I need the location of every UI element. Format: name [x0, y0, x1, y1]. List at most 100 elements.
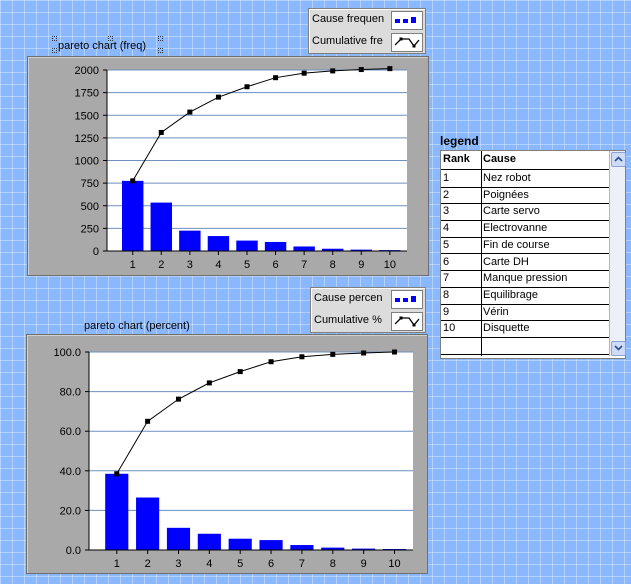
- header-rank: Rank: [443, 153, 470, 165]
- table-row[interactable]: 8 Equilibrage: [441, 287, 609, 305]
- y-tick-label: 1250: [75, 133, 99, 145]
- cause-cell: Manque pression: [483, 272, 568, 285]
- x-tick-label: 8: [330, 558, 336, 570]
- bar: [322, 248, 344, 251]
- x-tick-label: 1: [114, 558, 120, 570]
- legend-label: Cause frequen: [312, 13, 385, 25]
- cumulative-point: [268, 359, 274, 365]
- y-tick-label: 1500: [75, 110, 99, 122]
- table-row[interactable]: 4 Electrovanne: [441, 220, 609, 238]
- bar-icon: [391, 290, 423, 309]
- rank-cell: 3: [443, 205, 450, 218]
- cumulative-point: [244, 84, 250, 90]
- table-row[interactable]: 9 Vérin: [441, 304, 609, 322]
- scroll-down-button[interactable]: [611, 341, 626, 356]
- cumulative-point: [175, 396, 181, 402]
- x-tick-label: 7: [301, 259, 307, 271]
- rank-cell: 4: [443, 222, 450, 235]
- bottom-chart-legend: Cause percen Cumulative %: [310, 287, 426, 333]
- legend-row-cumulative-percent: Cumulative %: [311, 310, 425, 332]
- x-tick-label: 6: [273, 259, 279, 271]
- y-tick-label: 20.0: [60, 505, 81, 517]
- bar: [259, 540, 283, 550]
- legend-label: Cumulative fre: [312, 35, 383, 47]
- line-icon: [391, 312, 423, 331]
- cumulative-point: [114, 471, 120, 477]
- table-row[interactable]: 3 Carte servo: [441, 203, 609, 222]
- cumulative-point: [358, 67, 364, 73]
- bar: [290, 545, 314, 550]
- cause-cell: Fin de course: [483, 238, 550, 251]
- cause-cell: Carte servo: [483, 205, 540, 218]
- selection-handle[interactable]: [52, 36, 57, 41]
- scroll-up-button[interactable]: [611, 152, 626, 167]
- bar: [236, 240, 258, 251]
- cause-cell: Disquette: [483, 322, 530, 335]
- bar: [264, 241, 287, 251]
- x-tick-label: 4: [206, 558, 212, 570]
- x-tick-label: 9: [358, 259, 364, 271]
- bar: [122, 180, 144, 251]
- line-icon: [391, 33, 423, 52]
- cumulative-line: [116, 351, 395, 475]
- cumulative-point: [215, 94, 221, 100]
- table-row[interactable]: 6 Carte DH: [441, 254, 609, 272]
- bar: [179, 230, 201, 251]
- selection-handle[interactable]: [158, 48, 163, 53]
- y-tick-label: 500: [81, 201, 99, 213]
- table-row[interactable]: 7 Manque pression: [441, 270, 609, 288]
- x-tick-label: 3: [175, 558, 181, 570]
- vertical-scrollbar[interactable]: [609, 151, 626, 356]
- table-row[interactable]: 5 Fin de course: [441, 237, 609, 255]
- x-tick-label: 8: [330, 259, 336, 271]
- selection-handle[interactable]: [158, 36, 163, 41]
- rank-cell: 2: [443, 188, 450, 201]
- bar: [150, 202, 172, 251]
- rank-cell: 9: [443, 305, 450, 318]
- y-tick-label: 40.0: [60, 466, 81, 478]
- x-tick-label: 10: [388, 558, 400, 570]
- bar: [197, 533, 221, 550]
- cause-cell: Poignées: [483, 188, 529, 201]
- bar: [321, 547, 345, 550]
- x-tick-label: 6: [268, 558, 274, 570]
- table-row[interactable]: 1 Nez robot: [441, 170, 609, 188]
- cumulative-point: [330, 351, 336, 357]
- legend-row-cumulative-frequency: Cumulative fre: [309, 31, 425, 53]
- legend-label: Cause percen: [314, 292, 383, 304]
- bar: [352, 548, 376, 550]
- selection-handle[interactable]: [108, 36, 113, 41]
- column-divider: [481, 151, 482, 356]
- y-tick-label: 0.0: [66, 545, 81, 557]
- y-tick-label: 1750: [75, 88, 99, 100]
- legend-row-cause-frequency: Cause frequen: [309, 9, 425, 31]
- bar-icon: [391, 11, 423, 30]
- bottom-chart-title: pareto chart (percent): [84, 320, 190, 332]
- table-row[interactable]: 10 Disquette: [441, 320, 609, 338]
- y-tick-label: 2000: [75, 65, 99, 77]
- cumulative-point: [145, 418, 151, 424]
- x-tick-label: 5: [244, 259, 250, 271]
- x-tick-label: 4: [215, 259, 221, 271]
- cumulative-point: [330, 68, 336, 74]
- pareto-percent-chart: 0.0 20.0 40.0 60.0 80.0 100.0 1 2 3 4 5 6 7 8 9 10: [53, 347, 413, 570]
- x-tick-label: 10: [384, 259, 396, 271]
- x-tick-label: 5: [237, 558, 243, 570]
- table-row[interactable]: 2 Poignées: [441, 187, 609, 205]
- cumulative-point: [206, 380, 212, 386]
- x-tick-label: 2: [158, 259, 164, 271]
- selection-handle[interactable]: [52, 48, 57, 53]
- y-tick-label: 80.0: [60, 387, 81, 399]
- rank-cell: 1: [443, 172, 450, 184]
- table-row[interactable]: [441, 337, 609, 355]
- cumulative-point: [187, 109, 193, 115]
- cumulative-point: [391, 349, 397, 355]
- cumulative-point: [273, 75, 279, 81]
- bar: [293, 246, 315, 251]
- bar: [207, 236, 230, 251]
- cause-cell: Carte DH: [483, 255, 529, 268]
- cause-cell: Equilibrage: [483, 288, 539, 301]
- bar: [166, 527, 191, 550]
- x-tick-label: 1: [130, 259, 136, 271]
- x-tick-label: 3: [187, 259, 193, 271]
